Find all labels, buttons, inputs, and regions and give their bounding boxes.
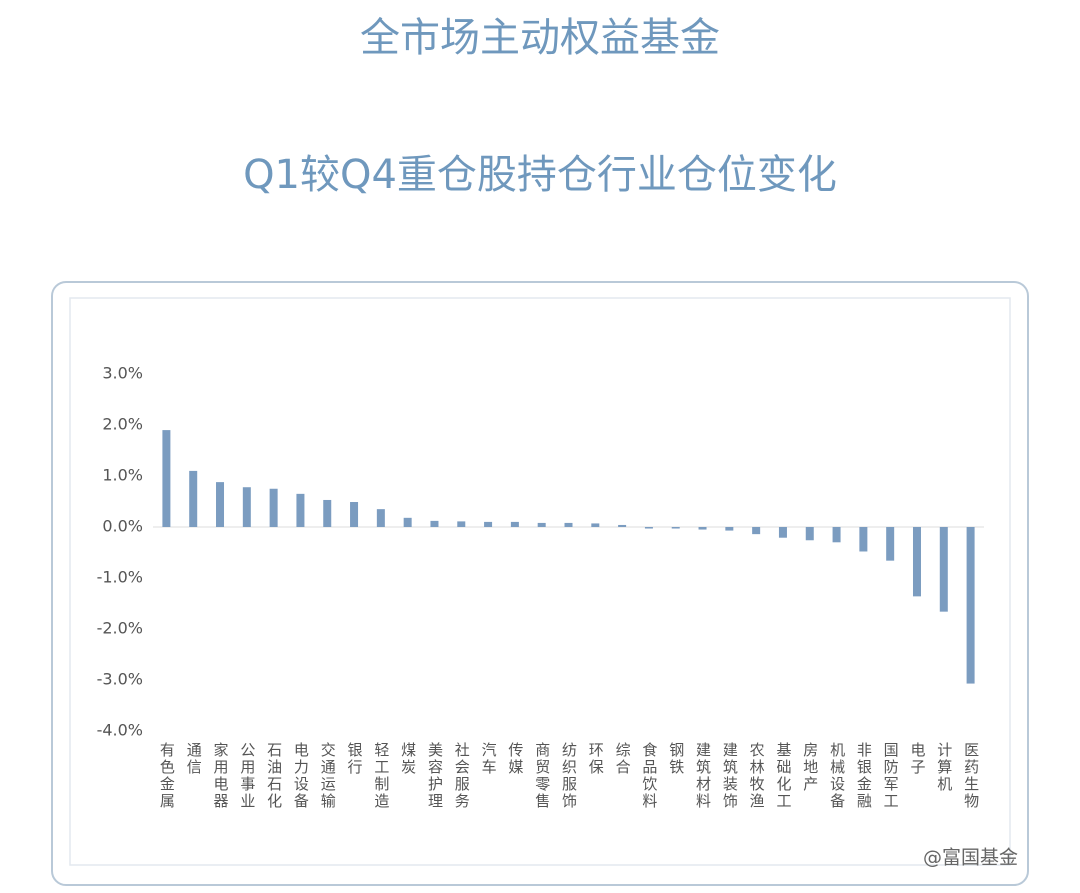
bar — [564, 522, 573, 527]
x-tick-label: 房地产 — [801, 742, 819, 793]
bar — [671, 527, 680, 529]
y-tick-label: 0.0% — [102, 517, 143, 536]
bar — [430, 520, 439, 527]
watermark: @富国基金 — [923, 847, 1018, 869]
bar — [376, 509, 385, 527]
card-frame — [51, 281, 1029, 886]
x-tick-label: 石油石化 — [265, 742, 283, 810]
bar — [350, 502, 359, 527]
bar — [912, 527, 921, 597]
y-tick-label: -2.0% — [97, 619, 143, 638]
bar — [939, 527, 948, 612]
x-tick-label: 建筑材料 — [694, 742, 712, 810]
bar — [966, 527, 975, 684]
bar — [242, 487, 251, 527]
bar — [886, 527, 895, 561]
x-tick-label: 美容护理 — [426, 742, 444, 810]
x-tick-label: 医药生物 — [962, 742, 980, 810]
x-tick-label: 通信 — [185, 742, 203, 776]
bar — [537, 522, 546, 527]
x-tick-label: 煤炭 — [399, 742, 417, 776]
bar — [403, 517, 412, 527]
bar — [618, 524, 627, 527]
x-tick-label: 电子 — [908, 742, 926, 776]
bar — [216, 482, 225, 527]
bar — [859, 527, 868, 552]
y-tick-label: 1.0% — [102, 466, 143, 485]
x-tick-label: 钢铁 — [667, 742, 685, 776]
x-tick-label: 交通运输 — [319, 741, 337, 810]
bar — [805, 527, 814, 541]
x-tick-label: 食品饮料 — [640, 742, 658, 810]
x-tick-label: 家用电器 — [212, 742, 230, 810]
x-tick-label: 综合 — [614, 742, 632, 776]
bar — [296, 493, 305, 527]
bar — [725, 527, 734, 531]
bar — [323, 499, 332, 527]
x-tick-label: 纺织服饰 — [560, 742, 578, 810]
bar — [591, 523, 600, 527]
x-tick-label: 非银金融 — [855, 742, 873, 810]
y-tick-label: -3.0% — [97, 670, 143, 689]
x-tick-label: 传媒 — [506, 742, 524, 776]
x-tick-label: 基础化工 — [774, 742, 792, 810]
x-tick-label: 环保 — [587, 742, 605, 776]
x-tick-label: 机械设备 — [828, 742, 846, 810]
bar — [162, 430, 171, 527]
x-tick-label: 社会服务 — [453, 742, 471, 810]
bar — [644, 527, 653, 529]
bar — [698, 527, 707, 530]
x-tick-label: 轻工制造 — [372, 742, 390, 810]
y-tick-label: 3.0% — [102, 364, 143, 383]
bar — [189, 470, 198, 527]
bar — [510, 521, 519, 527]
x-tick-label: 国防军工 — [882, 742, 900, 810]
bar — [752, 527, 761, 535]
chart-subtitle: Q1较Q4重仓股持仓行业仓位变化 — [243, 152, 837, 198]
bar — [484, 521, 493, 527]
y-tick-label: -1.0% — [97, 568, 143, 587]
x-tick-label: 农林牧渔 — [748, 742, 766, 810]
x-tick-label: 汽车 — [480, 742, 498, 776]
bar — [778, 527, 787, 538]
x-tick-label: 电力设备 — [292, 742, 310, 810]
x-tick-label: 银行 — [346, 742, 364, 776]
y-tick-label: -4.0% — [97, 721, 143, 740]
x-tick-label: 有色金属 — [158, 742, 176, 810]
x-tick-label: 商贸零售 — [533, 742, 551, 810]
x-tick-label: 建筑装饰 — [721, 742, 739, 810]
plot-frame — [69, 297, 1011, 866]
bar — [832, 527, 841, 543]
y-tick-label: 2.0% — [102, 415, 143, 434]
x-tick-label: 计算机 — [935, 742, 953, 793]
chart-title: 全市场主动权益基金 — [360, 15, 720, 61]
bar — [457, 521, 466, 527]
x-tick-label: 公用事业 — [238, 742, 256, 810]
bar — [269, 488, 278, 527]
